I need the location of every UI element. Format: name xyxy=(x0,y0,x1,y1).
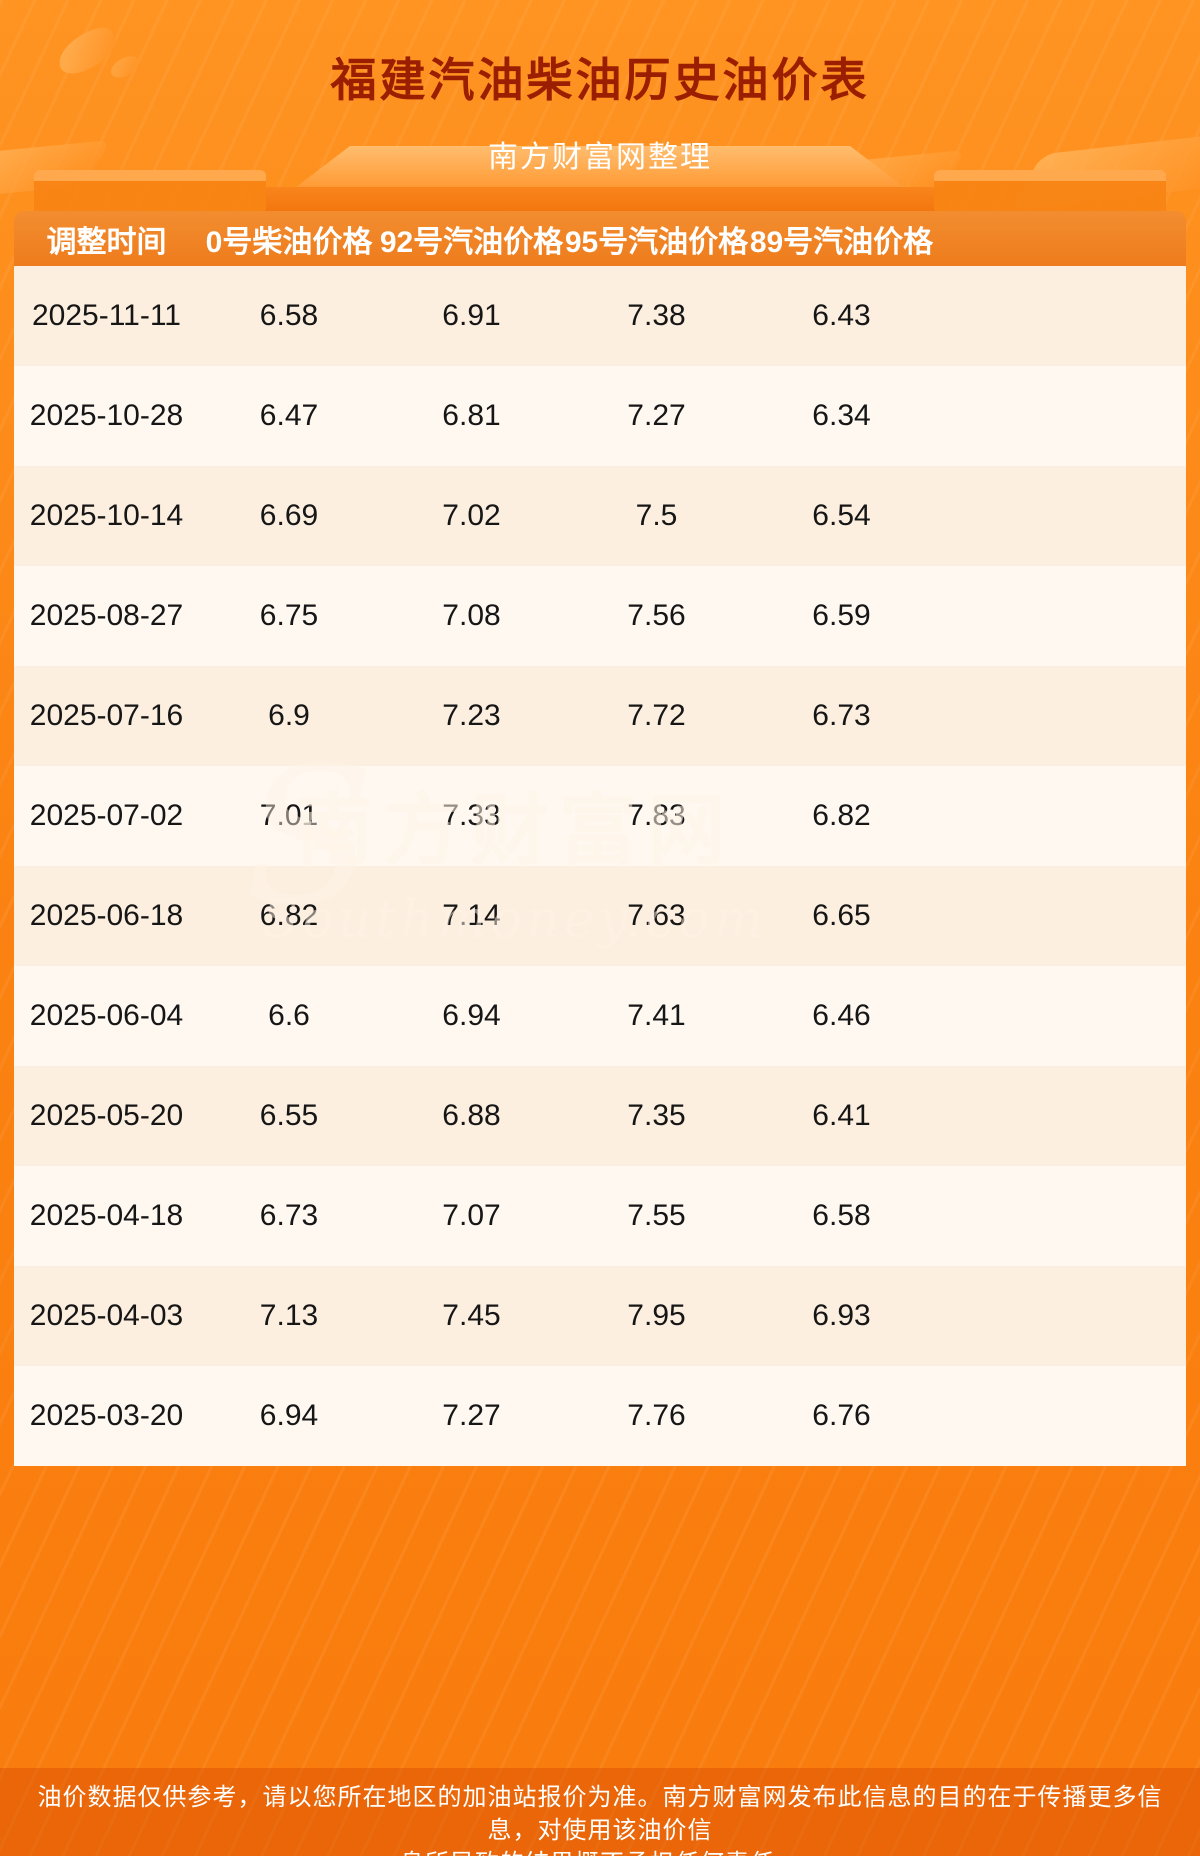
price-value: 6.43 xyxy=(812,299,871,332)
row-date: 2025-07-16 xyxy=(29,699,184,732)
price-table: 调整时间 0号柴油价格 92号汽油价格 95号汽油价格 89号汽油价格 2025… xyxy=(14,211,1186,1466)
row-date: 2025-06-04 xyxy=(29,999,184,1032)
price-value: 6.81 xyxy=(442,399,501,432)
price-value: 6.75 xyxy=(259,599,319,632)
table-row: 2025-06-04 6.6 6.94 7.41 6.46 xyxy=(14,966,1186,1066)
row-date: 2025-07-02 xyxy=(29,799,184,832)
price-value: 6.34 xyxy=(812,399,871,432)
podium-top-decoration xyxy=(295,146,905,188)
price-value: 7.63 xyxy=(627,899,686,932)
table-row: 2025-11-11 6.58 6.91 7.38 6.43 xyxy=(14,266,1186,366)
price-value: 6.82 xyxy=(812,799,871,832)
price-value: 6.9 xyxy=(268,699,310,732)
row-date: 2025-06-18 xyxy=(29,899,184,932)
price-value: 7.27 xyxy=(442,1399,501,1432)
price-value: 6.46 xyxy=(812,999,871,1032)
price-value: 7.5 xyxy=(635,499,678,532)
row-date: 2025-03-20 xyxy=(29,1399,184,1432)
row-date: 2025-10-28 xyxy=(29,399,184,432)
table-body: 2025-11-11 6.58 6.91 7.38 6.43 2025-10-28 6.47… xyxy=(14,266,1186,1466)
price-value: 7.56 xyxy=(627,599,686,632)
row-date: 2025-08-27 xyxy=(29,599,184,632)
table-row: 2025-03-20 6.94 7.27 7.76 6.76 xyxy=(14,1366,1186,1466)
price-value: 6.41 xyxy=(812,1099,871,1132)
price-value: 6.58 xyxy=(259,299,319,332)
price-value: 7.38 xyxy=(627,299,686,332)
row-date: 2025-04-03 xyxy=(29,1299,184,1332)
row-date: 2025-10-14 xyxy=(29,499,184,532)
price-value: 7.33 xyxy=(442,799,501,832)
price-value: 6.54 xyxy=(812,499,871,532)
column-header-gas92: 92号汽油价格 xyxy=(379,225,564,259)
price-value: 6.65 xyxy=(812,899,871,932)
price-value: 7.45 xyxy=(442,1299,501,1332)
table-row: 2025-04-03 7.13 7.45 7.95 6.93 xyxy=(14,1266,1186,1366)
price-value: 6.55 xyxy=(259,1099,319,1132)
price-value: 6.69 xyxy=(259,499,319,532)
price-value: 6.58 xyxy=(812,1199,871,1232)
price-value: 7.95 xyxy=(627,1299,686,1332)
page-subtitle: 南方财富网整理 xyxy=(488,141,712,174)
podium-right-block-decoration xyxy=(934,170,1166,215)
price-value: 6.73 xyxy=(259,1199,319,1232)
row-date: 2025-11-11 xyxy=(31,299,181,332)
price-value: 7.07 xyxy=(442,1199,501,1232)
podium-left-block-decoration xyxy=(34,170,266,215)
table-row: 2025-04-18 6.73 7.07 7.55 6.58 xyxy=(14,1166,1186,1266)
table-row: 2025-06-18 6.82 7.14 7.63 6.65 xyxy=(14,866,1186,966)
price-value: 7.55 xyxy=(627,1199,686,1232)
price-value: 7.35 xyxy=(627,1099,686,1132)
price-value: 6.59 xyxy=(812,599,871,632)
table-row: 2025-07-02 7.01 7.33 7.83 6.82 xyxy=(14,766,1186,866)
table-header-row: 调整时间 0号柴油价格 92号汽油价格 95号汽油价格 89号汽油价格 xyxy=(14,211,1186,266)
price-value: 6.47 xyxy=(259,399,319,432)
price-value: 6.6 xyxy=(268,999,310,1032)
price-value: 6.94 xyxy=(442,999,501,1032)
column-header-gas95: 95号汽油价格 xyxy=(564,225,749,259)
column-header-gas89: 89号汽油价格 xyxy=(749,225,934,259)
page-title: 福建汽油柴油历史油价表 xyxy=(330,54,870,106)
price-value: 7.08 xyxy=(442,599,501,632)
disclaimer-line-2: 息所导致的结果概不承担任何责任。 xyxy=(30,1847,1170,1856)
price-value: 7.02 xyxy=(442,499,501,532)
table-row: 2025-08-27 6.75 7.08 7.56 6.59 xyxy=(14,566,1186,666)
price-value: 7.23 xyxy=(442,699,501,732)
table-row: 2025-07-16 6.9 7.23 7.72 6.73 xyxy=(14,666,1186,766)
price-value: 6.93 xyxy=(812,1299,871,1332)
footer-disclaimer: 油价数据仅供参考，请以您所在地区的加油站报价为准。南方财富网发布此信息的目的在于… xyxy=(0,1768,1200,1856)
price-value: 7.13 xyxy=(259,1299,319,1332)
table-row: 2025-05-20 6.55 6.88 7.35 6.41 xyxy=(14,1066,1186,1166)
price-value: 7.41 xyxy=(627,999,686,1032)
table-row: 2025-10-28 6.47 6.81 7.27 6.34 xyxy=(14,366,1186,466)
price-value: 6.94 xyxy=(259,1399,319,1432)
row-date: 2025-04-18 xyxy=(29,1199,184,1232)
price-value: 7.14 xyxy=(442,899,501,932)
price-value: 7.83 xyxy=(627,799,686,832)
table-row: 2025-10-14 6.69 7.02 7.5 6.54 xyxy=(14,466,1186,566)
price-value: 6.82 xyxy=(259,899,319,932)
price-value: 7.27 xyxy=(627,399,686,432)
price-value: 7.72 xyxy=(627,699,686,732)
price-value: 6.91 xyxy=(442,299,501,332)
row-date: 2025-05-20 xyxy=(29,1099,184,1132)
price-value: 7.01 xyxy=(259,799,319,832)
price-value: 6.88 xyxy=(442,1099,501,1132)
disclaimer-line-1: 油价数据仅供参考，请以您所在地区的加油站报价为准。南方财富网发布此信息的目的在于… xyxy=(37,1784,1163,1844)
podium-front-decoration xyxy=(252,187,948,215)
price-value: 6.73 xyxy=(812,699,871,732)
column-header-diesel0: 0号柴油价格 xyxy=(205,225,373,259)
price-value: 7.76 xyxy=(627,1399,686,1432)
price-value: 6.76 xyxy=(812,1399,871,1432)
column-header-date: 调整时间 xyxy=(46,225,167,259)
